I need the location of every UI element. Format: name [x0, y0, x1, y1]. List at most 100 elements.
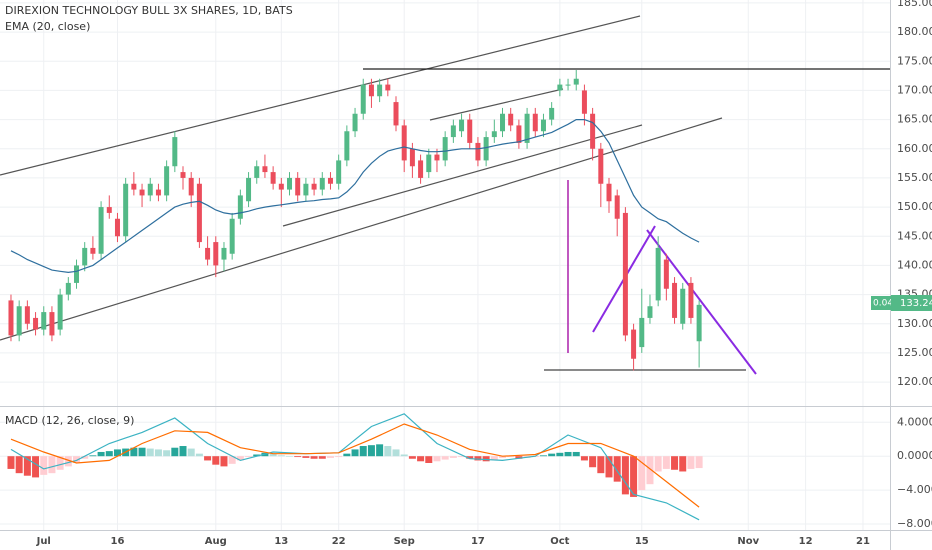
candle-body	[450, 125, 456, 138]
candle-body	[65, 282, 71, 295]
histogram-bar	[400, 454, 408, 457]
histogram-bar	[335, 456, 343, 458]
x-tick-label: Oct	[550, 536, 569, 547]
y-tick-label: 4.0000	[897, 415, 932, 428]
histogram-bar	[507, 456, 515, 458]
y-tick-label: 165.00	[897, 113, 932, 126]
candle-body	[467, 119, 473, 143]
x-tick-label: Aug	[205, 536, 227, 547]
histogram-bar	[539, 455, 547, 457]
x-tick-label: 17	[471, 536, 485, 547]
candle-body	[557, 84, 563, 91]
candle-body	[139, 189, 145, 196]
histogram-bar	[294, 456, 302, 458]
histogram-bar	[15, 456, 23, 474]
histogram-bar	[433, 456, 441, 462]
histogram-bar	[597, 456, 605, 474]
x-tick-label: Nov	[737, 536, 759, 547]
histogram-bar	[621, 456, 629, 495]
channel-line	[282, 124, 643, 227]
candle-body	[614, 195, 620, 219]
y-tick-label: 155.00	[897, 171, 932, 184]
candle-body	[213, 242, 219, 266]
x-tick-label: Sep	[394, 536, 415, 547]
y-tick-label: 0.0000	[897, 449, 932, 462]
histogram-bar	[89, 455, 97, 457]
candle-body	[327, 177, 333, 184]
histogram-bar	[367, 445, 375, 457]
candle-body	[459, 119, 465, 132]
histogram-bar	[449, 456, 457, 458]
y-tick-label: 140.00	[897, 258, 932, 271]
y-tick-label: −8.0000	[897, 517, 932, 530]
candle-body	[696, 304, 702, 342]
candle-body	[524, 113, 530, 143]
candle-body	[114, 218, 120, 237]
chart-title: DIREXION TECHNOLOGY BULL 3X SHARES, 1D, …	[5, 4, 293, 17]
histogram-bar	[482, 456, 490, 462]
histogram-bar	[605, 456, 613, 478]
candle-body	[123, 183, 129, 237]
candle-body	[336, 160, 342, 184]
signal-line	[10, 423, 700, 508]
candle-body	[246, 177, 252, 202]
candle-body	[532, 113, 538, 132]
candle-body	[33, 317, 39, 330]
histogram-bar	[81, 456, 89, 459]
y-tick-label: 145.00	[897, 229, 932, 242]
histogram-bar	[499, 456, 507, 458]
histogram-bar	[417, 456, 425, 462]
histogram-bar	[228, 456, 236, 464]
candle-body	[172, 137, 178, 167]
macd-line	[10, 413, 700, 521]
candle-body	[385, 84, 391, 91]
y-tick-label: 130.00	[897, 317, 932, 330]
candle-body	[434, 154, 440, 161]
histogram-bar	[130, 447, 138, 457]
histogram-bar	[343, 453, 351, 457]
candle-body	[311, 183, 317, 190]
histogram-bar	[154, 449, 162, 457]
candle-body	[508, 113, 514, 126]
histogram-bar	[204, 456, 212, 461]
histogram-bar	[220, 456, 228, 467]
candle-body	[57, 294, 63, 330]
price-tag	[891, 295, 932, 311]
candle-body	[655, 247, 661, 301]
histogram-bar	[351, 449, 359, 457]
candle-body	[188, 177, 194, 196]
histogram-bar	[212, 456, 220, 465]
macd-label: MACD (12, 26, close, 9)	[5, 414, 134, 427]
histogram-bar	[310, 456, 318, 459]
candle-body	[270, 172, 276, 184]
candle-body	[205, 247, 211, 260]
candle-body	[16, 306, 22, 336]
x-tick-label: 15	[635, 536, 649, 547]
candle-body	[221, 247, 227, 260]
histogram-bar	[23, 456, 31, 476]
histogram-bar	[376, 444, 384, 457]
histogram-bar	[490, 456, 498, 460]
candle-body	[319, 177, 325, 190]
candle-body	[8, 300, 14, 336]
histogram-bar	[7, 456, 15, 469]
histogram-bar	[48, 456, 56, 474]
histogram-bar	[179, 446, 187, 457]
candle-body	[639, 317, 645, 348]
histogram-bar	[195, 453, 203, 457]
histogram-bar	[105, 451, 113, 457]
candle-body	[500, 113, 506, 132]
candle-body	[581, 90, 587, 114]
candle-body	[491, 131, 497, 138]
x-tick-label: 13	[274, 536, 288, 547]
candle-body	[688, 282, 694, 318]
histogram-bar	[97, 451, 105, 457]
histogram-bar	[548, 453, 556, 457]
histogram-bar	[64, 456, 72, 467]
channel-line	[429, 88, 564, 121]
y-tick-label: 150.00	[897, 200, 932, 213]
candle-body	[98, 207, 104, 254]
change-label: 0.04%	[873, 299, 902, 309]
y-tick-label: 175.00	[897, 54, 932, 67]
